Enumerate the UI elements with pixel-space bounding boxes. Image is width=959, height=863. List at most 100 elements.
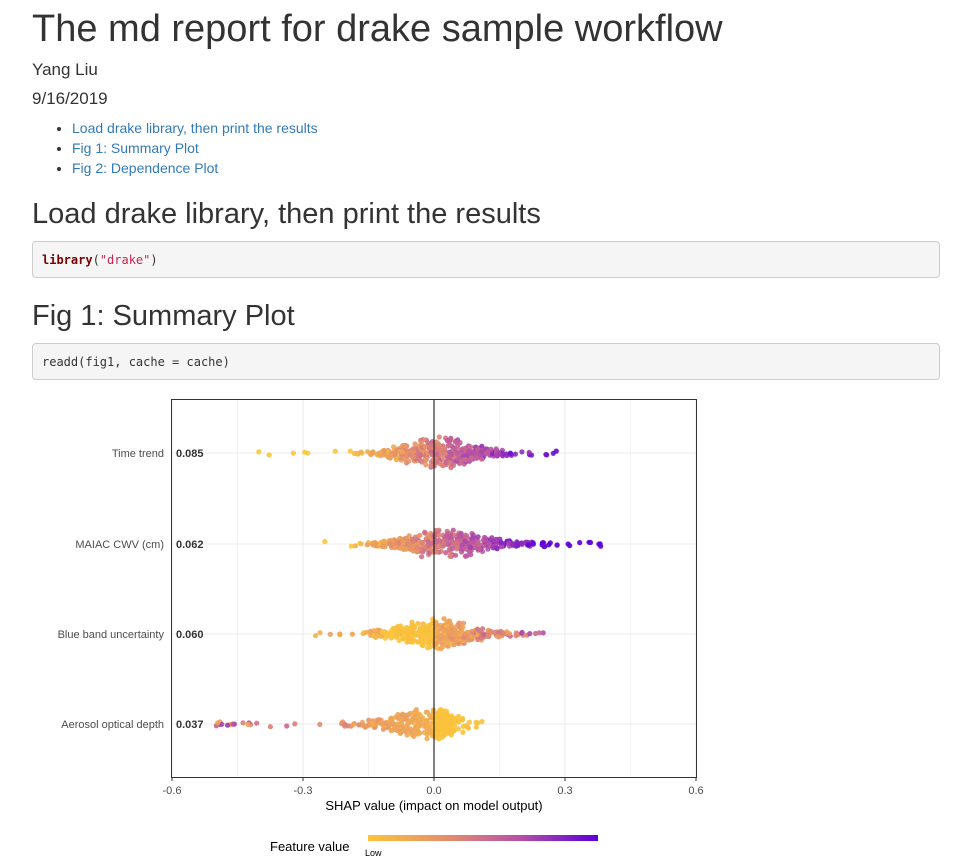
code-block-fig1: readd(fig1, cache = cache) xyxy=(32,343,940,380)
shap-point xyxy=(489,450,496,457)
shap-point xyxy=(452,624,458,630)
shap-point xyxy=(411,454,417,460)
shap-point xyxy=(215,720,221,726)
legend-low-label: Low xyxy=(365,848,382,858)
shap-point xyxy=(445,541,451,547)
shap-point xyxy=(446,438,453,445)
shap-point xyxy=(418,628,424,634)
shap-point xyxy=(525,542,531,548)
shap-point xyxy=(245,721,251,728)
shap-point xyxy=(433,458,439,465)
shap-point xyxy=(290,450,296,456)
shap-point xyxy=(418,440,424,446)
shap-point xyxy=(358,541,364,547)
shap-point xyxy=(438,646,444,652)
x-tick-label: 0.6 xyxy=(688,785,703,797)
shap-point xyxy=(513,630,519,636)
shap-point xyxy=(454,637,461,643)
shap-point xyxy=(460,620,467,626)
shap-point xyxy=(284,723,290,729)
toc-item: Load drake library, then print the resul… xyxy=(72,118,318,138)
shap-summary-plot: Time trend 0.085 MAIAC CWV (cm) 0.062 Blue b… xyxy=(58,399,704,858)
shap-point xyxy=(468,451,475,457)
shap-point xyxy=(444,639,450,645)
shap-point xyxy=(415,620,421,627)
shap-point xyxy=(496,634,502,640)
page-title: The md report for drake sample workflow xyxy=(32,8,723,50)
toc-link-fig1[interactable]: Fig 1: Summary Plot xyxy=(72,140,199,156)
shap-point xyxy=(382,452,388,458)
shap-point xyxy=(443,627,449,633)
shap-point xyxy=(436,527,442,533)
x-axis: -0.6 -0.3 0.0 0.3 0.6 xyxy=(163,777,704,797)
shap-point xyxy=(443,623,450,629)
shap-point xyxy=(447,460,453,466)
shap-point xyxy=(347,448,353,454)
shap-point xyxy=(342,722,348,728)
shap-point xyxy=(420,621,426,627)
legend-title: Feature value xyxy=(270,839,350,854)
shap-point xyxy=(445,442,451,448)
shap-point xyxy=(422,529,428,535)
shap-point xyxy=(424,456,430,462)
shap-point xyxy=(507,450,513,456)
shap-point xyxy=(367,628,373,634)
shap-point xyxy=(499,544,505,550)
shap-point xyxy=(460,624,466,630)
shap-point xyxy=(366,717,372,723)
shap-point xyxy=(393,625,399,632)
shap-point xyxy=(432,712,438,718)
table-of-contents: Load drake library, then print the resul… xyxy=(32,118,318,178)
shap-point xyxy=(397,535,403,541)
shap-point xyxy=(452,629,458,635)
shap-point xyxy=(398,720,404,726)
shap-point xyxy=(436,711,443,718)
shap-point xyxy=(427,444,433,450)
x-tick-label: 0.0 xyxy=(426,785,441,797)
shap-point xyxy=(532,630,539,637)
shap-point xyxy=(530,540,536,546)
shap-point xyxy=(427,727,433,733)
shap-point xyxy=(224,722,231,728)
mean-abs-shap-label: 0.062 xyxy=(176,539,204,551)
shap-point xyxy=(332,448,338,454)
shap-point xyxy=(351,450,357,457)
code-block-load: library("drake") xyxy=(32,241,940,278)
shap-point xyxy=(443,550,449,556)
shap-point xyxy=(434,717,440,723)
x-axis-label: SHAP value (impact on model output) xyxy=(325,798,542,813)
shap-point xyxy=(452,641,458,647)
shap-point xyxy=(424,718,430,724)
shap-point xyxy=(435,441,441,447)
toc-link-load[interactable]: Load drake library, then print the resul… xyxy=(72,120,318,136)
shap-point xyxy=(455,718,461,724)
shap-point xyxy=(455,726,461,732)
shap-point xyxy=(401,456,407,462)
shap-point xyxy=(408,542,414,548)
shap-point xyxy=(447,553,453,559)
shap-point xyxy=(434,730,440,736)
toc-link-fig2[interactable]: Fig 2: Dependence Plot xyxy=(72,160,219,176)
shap-point xyxy=(425,625,431,631)
shap-point xyxy=(454,450,460,456)
shap-point xyxy=(476,545,482,552)
shap-point xyxy=(422,444,428,450)
shap-point xyxy=(447,641,453,647)
shap-point xyxy=(501,631,507,637)
shap-point xyxy=(496,450,502,456)
shap-point xyxy=(393,714,399,720)
shap-point xyxy=(381,448,387,454)
shap-point xyxy=(419,540,425,546)
shap-point xyxy=(407,635,413,642)
shap-point xyxy=(428,720,434,727)
shap-point xyxy=(364,542,370,548)
shap-point xyxy=(577,540,583,546)
shap-point xyxy=(437,447,443,453)
shap-point xyxy=(587,539,594,546)
shap-point xyxy=(388,635,394,641)
shap-point xyxy=(424,722,430,728)
shap-point xyxy=(399,545,405,551)
shap-point xyxy=(397,449,403,455)
shap-point xyxy=(356,722,362,728)
shap-point xyxy=(430,707,436,713)
